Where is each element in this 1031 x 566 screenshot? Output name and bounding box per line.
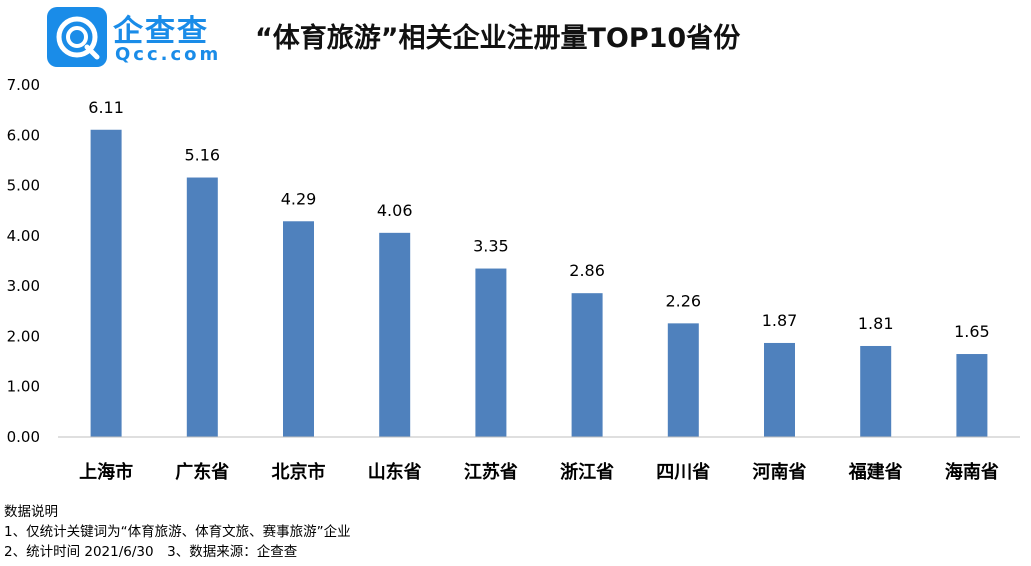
bar xyxy=(956,354,988,437)
x-tick-label: 上海市 xyxy=(79,461,133,483)
y-tick-label: 4.00 xyxy=(7,227,40,245)
x-tick-label: 海南省 xyxy=(945,461,999,483)
data-label: 3.35 xyxy=(473,237,509,256)
data-label: 1.81 xyxy=(858,314,894,333)
x-tick-label: 河南省 xyxy=(753,461,807,483)
x-tick-label: 广东省 xyxy=(175,461,229,483)
data-label: 1.87 xyxy=(762,311,798,330)
x-tick-label: 北京市 xyxy=(272,461,326,483)
bar xyxy=(571,293,603,437)
brand-name: 企查查 xyxy=(113,14,209,49)
bar xyxy=(90,129,122,438)
data-label: 2.26 xyxy=(665,291,701,310)
bar xyxy=(860,345,892,437)
notes-line-1: 1、仅统计关键词为“体育旅游、体育文旅、赛事旅游”企业 xyxy=(4,524,351,540)
x-tick-label: 浙江省 xyxy=(560,461,614,483)
data-label: 6.11 xyxy=(88,98,124,117)
bar xyxy=(186,177,218,438)
chart-title: “体育旅游”相关企业注册量TOP10省份 xyxy=(255,23,741,54)
y-tick-label: 5.00 xyxy=(7,177,40,195)
y-tick-label: 3.00 xyxy=(7,277,40,295)
bar xyxy=(379,232,411,437)
bar-chart: 0.00 1.00 2.00 3.00 4.00 5.00 6.00 7.00 6.11 上海市 5… xyxy=(7,76,1020,483)
data-label: 2.86 xyxy=(569,261,605,280)
notes-line-2: 2、统计时间 2021/6/30 3、数据来源：企查查 xyxy=(4,544,298,560)
y-tick-label: 1.00 xyxy=(7,378,40,396)
x-tick-label: 江苏省 xyxy=(464,461,518,483)
qcc-logo-icon xyxy=(47,7,107,67)
bar xyxy=(667,323,699,437)
data-label: 1.65 xyxy=(954,322,990,341)
x-tick-label: 福建省 xyxy=(848,461,903,483)
brand-domain: Qcc.com xyxy=(115,44,222,65)
data-notes: 数据说明 1、仅统计关键词为“体育旅游、体育文旅、赛事旅游”企业 2、统计时间 … xyxy=(4,502,351,562)
y-tick-label: 2.00 xyxy=(7,327,40,345)
x-tick-label: 四川省 xyxy=(656,461,710,483)
y-tick-label: 6.00 xyxy=(7,126,40,144)
y-tick-label: 7.00 xyxy=(7,76,40,94)
bar xyxy=(475,268,507,437)
notes-heading: 数据说明 xyxy=(4,504,58,520)
y-tick-label: 0.00 xyxy=(7,428,40,446)
data-label: 4.29 xyxy=(281,189,317,208)
bar xyxy=(764,342,795,437)
data-label: 4.06 xyxy=(377,201,413,220)
data-label: 5.16 xyxy=(184,146,220,165)
x-tick-label: 山东省 xyxy=(368,461,422,483)
bar xyxy=(283,221,314,437)
